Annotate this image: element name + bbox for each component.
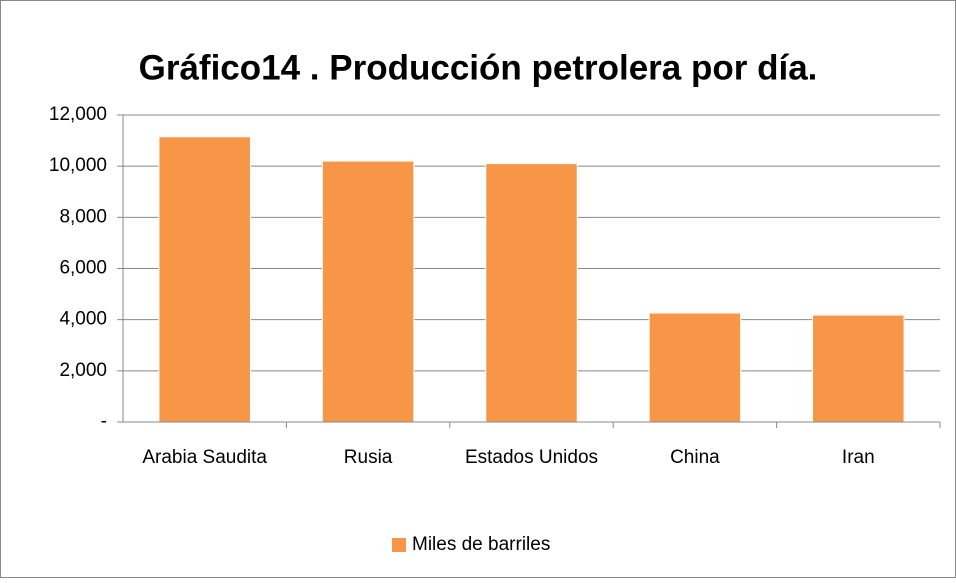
y-tick-label: 6,000 (59, 258, 107, 279)
y-tick-label: 2,000 (59, 360, 107, 381)
y-tick-label: - (101, 411, 107, 432)
bar (485, 163, 578, 423)
bar (158, 136, 251, 423)
x-tick-label: Iran (842, 447, 875, 468)
y-tick-label: 12,000 (49, 104, 107, 125)
x-tick-label: Estados Unidos (465, 447, 598, 468)
bar (321, 160, 415, 423)
y-tick-label: 4,000 (59, 309, 107, 330)
x-tick-label: China (670, 447, 720, 468)
legend-label: Miles de barriles (412, 534, 550, 555)
legend-swatch (392, 538, 406, 552)
chart-title: Gráfico14 . Producción petrolera por día… (139, 48, 818, 87)
y-tick-label: 10,000 (49, 155, 107, 176)
x-tick-label: Arabia Saudita (142, 447, 267, 468)
bar (812, 314, 905, 423)
bar (648, 312, 742, 423)
y-tick-label: 8,000 (59, 206, 107, 227)
x-tick-label: Rusia (344, 447, 393, 468)
